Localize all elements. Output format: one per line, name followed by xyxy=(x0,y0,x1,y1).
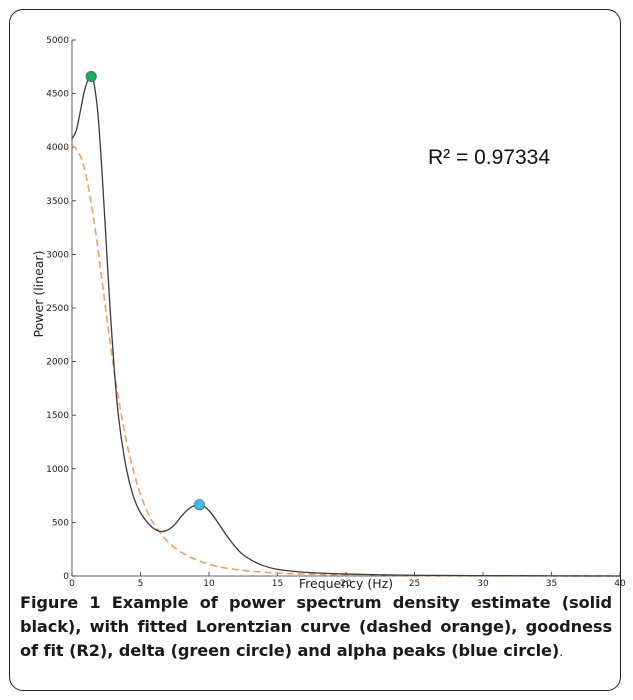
figure-label: Figure 1 xyxy=(20,593,101,612)
y-tick-label: 500 xyxy=(52,518,69,528)
r-squared-annotation: R² = 0.97334 xyxy=(428,146,550,169)
x-tick-label: 5 xyxy=(138,579,144,589)
x-axis-label: Frequency (Hz) xyxy=(299,576,393,590)
y-tick-label: 5000 xyxy=(46,36,69,46)
x-tick-label: 25 xyxy=(409,579,420,589)
x-tick-label: 0 xyxy=(69,579,75,589)
alpha-peak-marker xyxy=(193,499,205,511)
x-tick-label: 20 xyxy=(340,579,352,589)
y-tick-label: 4500 xyxy=(46,90,69,100)
x-tick-label: 30 xyxy=(477,579,489,589)
y-tick-label: 2000 xyxy=(46,358,69,368)
y-tick-label: 4000 xyxy=(46,143,69,153)
x-tick-label: 40 xyxy=(614,579,626,589)
y-axis-label: Power (linear) xyxy=(31,251,46,338)
y-tick-label: 1500 xyxy=(46,411,69,421)
x-tick-label: 35 xyxy=(546,579,557,589)
delta-peak-marker xyxy=(85,70,97,82)
figure-caption-period: . xyxy=(559,645,563,659)
power-spectrum-chart: 0 5 10 15 20 25 30 35 40 0 500 1000 1500 2000 2500 3000… xyxy=(31,36,626,590)
y-tick-label: 1000 xyxy=(46,465,69,475)
chart-axes: 0 5 10 15 20 25 30 35 40 0 500 1000 1500 2000 2500 3000… xyxy=(46,36,626,589)
lorentzian-fit-line xyxy=(71,144,621,577)
y-tick-label: 3000 xyxy=(46,250,69,260)
chart-series xyxy=(71,75,621,577)
psd-estimate-line xyxy=(71,75,621,577)
x-tick-label: 10 xyxy=(203,579,215,589)
chart-peak-points xyxy=(85,70,205,511)
figure-caption: Figure 1 Example of power spectrum densi… xyxy=(20,591,612,664)
x-tick-label: 15 xyxy=(272,579,283,589)
figure-caption-text: Example of power spectrum density estima… xyxy=(20,593,612,660)
y-tick-label: 0 xyxy=(63,572,69,582)
y-tick-label: 2500 xyxy=(46,304,69,314)
y-tick-label: 3500 xyxy=(46,197,69,207)
